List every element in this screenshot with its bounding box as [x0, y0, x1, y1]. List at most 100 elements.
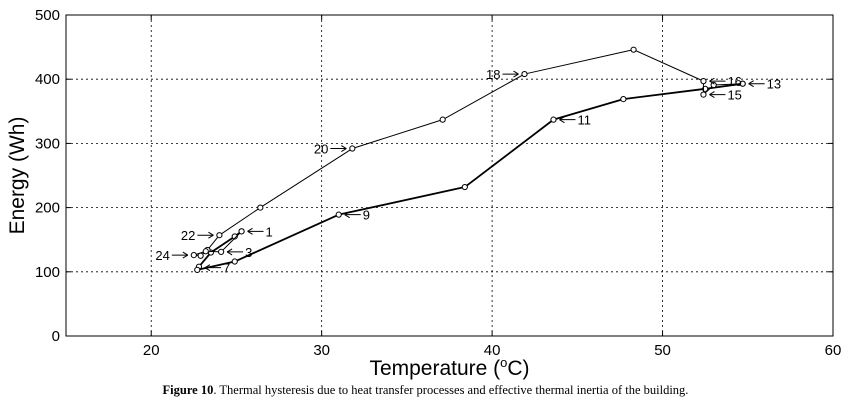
data-point	[231, 233, 238, 240]
annotation-15: 15	[709, 88, 742, 103]
data-point	[461, 183, 468, 191]
annotation-label: 7	[223, 261, 230, 276]
y-tick-label: 100	[35, 264, 60, 281]
annotation-label: 15	[727, 88, 741, 103]
series-segment	[633, 49, 704, 82]
series-segment	[220, 231, 242, 253]
annotation-24: 24	[155, 248, 189, 263]
x-tick-label: 30	[313, 342, 330, 359]
x-tick-label: 20	[143, 342, 160, 359]
annotation-arrowhead	[709, 77, 715, 85]
annotation-arrowhead	[344, 211, 350, 219]
annotation-label: 9	[363, 208, 370, 223]
series-segment	[234, 213, 340, 263]
annotation-11: 11	[559, 113, 591, 128]
data-point	[231, 258, 238, 265]
series-group	[190, 46, 746, 273]
data-point	[202, 248, 209, 255]
annotation-22: 22	[181, 228, 214, 243]
annotation-label: 1	[266, 224, 273, 239]
plot-frame	[65, 14, 834, 337]
series-segment	[352, 119, 443, 150]
data-point	[216, 232, 223, 239]
data-point	[739, 80, 746, 87]
annotation-1: 1	[247, 224, 273, 239]
data-point	[349, 145, 356, 152]
annotation-18: 18	[486, 67, 519, 82]
figure-caption: Figure 10. Thermal hysteresis due to hea…	[0, 383, 851, 398]
series-segment	[623, 87, 706, 100]
annotation-label: 24	[155, 248, 169, 263]
series-segment	[464, 118, 555, 188]
annotation-9: 9	[344, 208, 370, 223]
y-axis-title: Energy (Wh)	[6, 117, 29, 235]
annotation-arrowhead	[513, 70, 519, 78]
series-segment	[260, 148, 353, 209]
data-point	[257, 204, 264, 211]
data-point	[521, 70, 528, 78]
annotation-label: 13	[767, 77, 781, 92]
axes	[65, 14, 834, 337]
x-tick-label: 40	[484, 342, 501, 359]
annotation-label: 20	[314, 142, 328, 157]
annotation-arrowhead	[559, 116, 565, 124]
series-2	[190, 46, 746, 259]
x-tick-label: 60	[825, 342, 842, 359]
y-tick-label: 200	[35, 200, 60, 217]
series-segment	[207, 234, 220, 251]
series-segment	[442, 73, 525, 121]
data-point	[700, 91, 707, 98]
annotation-arrowhead	[204, 264, 211, 272]
annotation-7: 7	[204, 261, 230, 276]
data-point	[218, 248, 225, 255]
x-axis-title-sup: o	[500, 355, 507, 370]
data-point	[550, 116, 557, 123]
y-tick-label: 400	[35, 71, 60, 88]
data-point	[238, 228, 245, 235]
series-segment	[553, 98, 624, 121]
annotation-label: 3	[245, 245, 252, 260]
data-point	[194, 266, 201, 273]
annotation-arrowhead	[748, 80, 754, 88]
figure-caption-prefix: Figure 10	[162, 383, 214, 397]
annotation-arrowhead	[247, 227, 253, 235]
grid	[66, 15, 833, 336]
figure-caption-text: . Thermal hysteresis due to heat transfe…	[213, 383, 689, 397]
series-segment	[219, 207, 261, 236]
data-point	[630, 46, 637, 53]
x-axis-title-tail: C)	[507, 357, 529, 380]
data-point	[439, 116, 446, 123]
series-segment	[338, 186, 466, 216]
annotation-arrowhead	[182, 251, 189, 259]
data-point	[197, 252, 204, 259]
annotation-arrowhead	[341, 145, 347, 152]
annotation-label: 16	[727, 74, 741, 89]
series-segment	[197, 260, 235, 271]
annotation-13: 13	[748, 77, 781, 92]
data-point	[620, 96, 627, 103]
x-axis-title-main: Temperature (	[369, 357, 500, 380]
y-tick-label: 500	[35, 7, 60, 24]
annotation-arrowhead	[226, 248, 233, 256]
x-axis-title: Temperature (oC)	[369, 355, 529, 380]
series-segment	[524, 49, 634, 75]
chart: 1 3 7 9 11 13 15 16 18 20 22 24 20 30 40 50 60 0 100 200 30…	[6, 7, 841, 380]
data-point	[700, 78, 707, 85]
annotation-3: 3	[226, 245, 252, 260]
y-tick-label: 300	[35, 135, 60, 152]
tick-labels: 20 30 40 50 60 0 100 200 300 400 500	[35, 7, 841, 359]
annotation-label: 11	[577, 113, 591, 128]
series-segment	[713, 83, 743, 86]
y-tick-label: 0	[52, 328, 60, 345]
annotation-label: 18	[486, 67, 500, 82]
annotation-20: 20	[314, 142, 347, 157]
data-point	[710, 81, 717, 89]
annotation-arrowhead	[208, 231, 214, 239]
data-point	[335, 211, 342, 218]
x-tick-label: 50	[654, 342, 671, 359]
annotation-label: 22	[181, 228, 195, 243]
annotation-16: 16	[709, 74, 742, 89]
series-segment	[705, 82, 743, 90]
